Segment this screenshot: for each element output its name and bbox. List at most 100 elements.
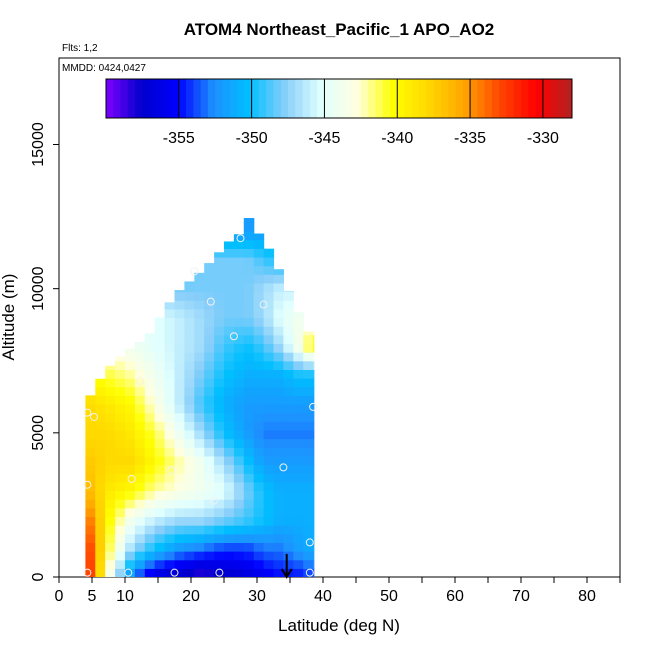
colorbar-tick-label: -330 [527,130,559,147]
heatmap-cell [233,343,245,353]
colorbar-cell [295,79,304,118]
heatmap-cell [125,516,136,526]
heatmap-cell [224,343,235,353]
heatmap-cell [184,464,195,474]
sample-point [127,474,136,483]
heatmap-cell [125,481,136,492]
heatmap-cell [243,239,255,249]
heatmap-cell [154,326,166,336]
colorbar-cell [288,79,296,118]
heatmap-cell [194,455,205,466]
heatmap-cell [243,326,255,336]
heatmap-cell [293,369,304,379]
heatmap-cell [194,490,205,500]
heatmap-layer [85,218,315,577]
colorbar-cell [149,79,158,118]
heatmap-cell [105,507,116,518]
heatmap-cell [214,533,225,543]
heatmap-cell [263,559,275,569]
heatmap-cell [154,473,166,483]
heatmap-cell [273,334,284,345]
heatmap-cell [95,499,106,509]
heatmap-cell [204,291,215,301]
heatmap-cell [303,412,314,422]
heatmap-cell [164,395,176,405]
heatmap-cell [115,533,126,543]
heatmap-cell [224,473,235,483]
x-tick-label: 40 [314,588,332,605]
heatmap-cell [144,464,156,474]
heatmap-cell [243,455,255,466]
heatmap-cell [174,507,185,518]
heatmap-cell [224,265,235,275]
heatmap-cell [204,343,215,353]
heatmap-cell [154,447,166,457]
heatmap-cell [194,525,205,535]
heatmap-cell [144,507,156,518]
heatmap-cell [154,412,166,422]
heatmap-cell [233,481,245,492]
heatmap-cell [233,300,245,310]
heatmap-cell [293,473,304,483]
heatmap-cell [214,429,225,440]
heatmap-cell [125,542,136,552]
heatmap-cell [174,490,185,500]
heatmap-cell [214,447,225,457]
colorbar-cell [535,79,544,118]
heatmap-cell [303,533,314,543]
heatmap-cell [273,438,284,448]
heatmap-cell [224,282,235,293]
heatmap-cell [194,326,205,336]
heatmap-cell [174,429,185,440]
heatmap-cell [174,378,185,388]
heatmap-cell [214,568,225,577]
heatmap-cell [243,533,255,543]
heatmap-cell [283,507,294,518]
heatmap-cell [164,533,176,543]
heatmap-cell [293,551,304,561]
heatmap-cell [224,308,235,319]
colorbar-cell [193,79,202,118]
heatmap-cell [105,499,116,509]
x-tick-label: 50 [380,588,398,605]
colorbar-cell [178,79,187,118]
heatmap-cell [184,352,195,362]
heatmap-cell [115,386,126,396]
heatmap-cell [154,568,166,577]
chart-title: ATOM4 Northeast_Pacific_1 APO_AO2 [184,20,495,39]
y-axis-label: Altitude (m) [0,274,18,361]
heatmap-cell [273,352,284,362]
heatmap-cell [85,464,96,474]
heatmap-cell [194,300,205,310]
heatmap-cell [263,568,275,577]
heatmap-cell [253,481,265,492]
heatmap-cell [204,317,215,327]
heatmap-cell [144,447,156,457]
sample-point [83,480,92,489]
heatmap-cell [154,516,166,526]
heatmap-cell [263,282,275,293]
heatmap-cell [263,352,275,362]
heatmap-cell [115,455,126,466]
heatmap-cell [313,473,315,483]
x-axis-label: Latitude (deg N) [278,616,400,635]
heatmap-cell [214,490,225,500]
colorbar-cell [302,79,311,118]
heatmap-cell [105,369,116,379]
heatmap-cell [95,507,106,518]
heatmap-cell [204,481,215,492]
colorbar-cell [513,79,522,118]
flights-label: Flts: 1,2 [62,43,98,54]
heatmap-cell [125,490,136,500]
heatmap-cell [263,447,275,457]
heatmap-cell [125,455,136,466]
heatmap-cell [253,352,265,362]
heatmap-cell [273,386,284,396]
heatmap-cell [194,412,205,422]
heatmap-cell [184,395,195,405]
heatmap-cell [253,360,265,370]
heatmap-cell [253,233,265,241]
heatmap-cell [243,300,255,310]
heatmap-cell [105,464,116,474]
heatmap-cell [164,369,176,379]
